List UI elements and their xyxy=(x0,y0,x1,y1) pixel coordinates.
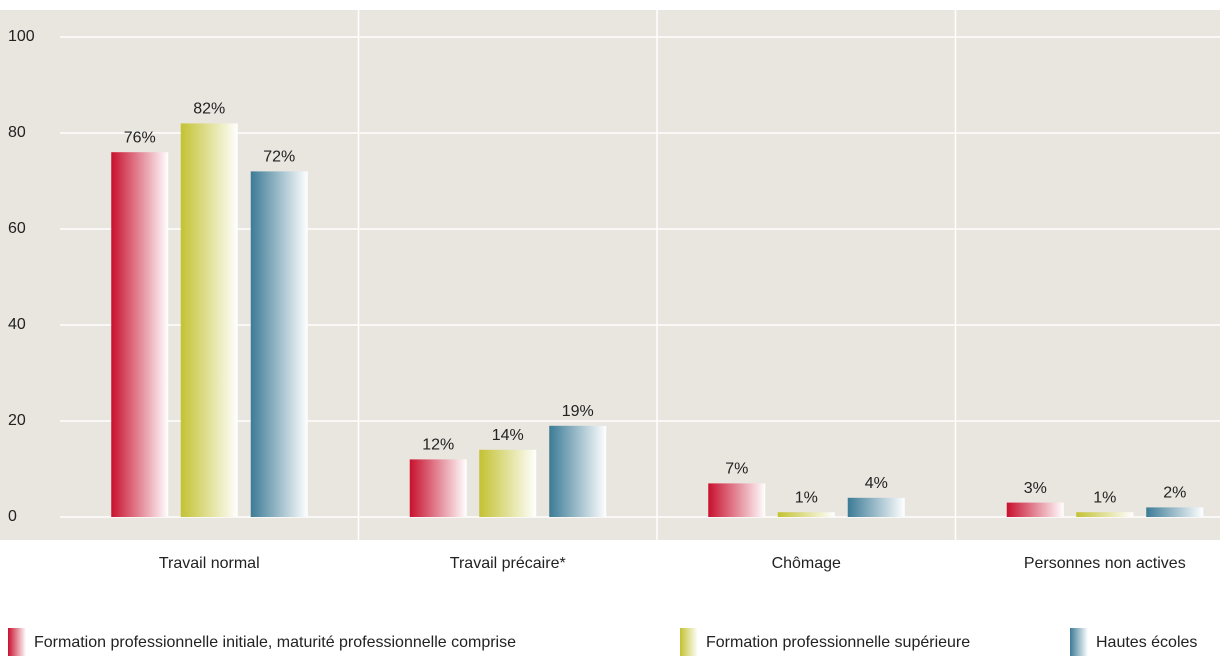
value-label: 72% xyxy=(263,149,295,166)
legend-label: Formation professionnelle initiale, matu… xyxy=(34,634,516,651)
value-label: 82% xyxy=(193,101,225,118)
value-label: 1% xyxy=(1093,489,1116,506)
legend-swatch xyxy=(8,628,26,656)
x-tick-label: Travail normal xyxy=(159,555,260,572)
bar xyxy=(847,497,905,517)
value-label: 3% xyxy=(1024,480,1047,497)
value-label: 2% xyxy=(1163,485,1186,502)
legend-label: Hautes écoles xyxy=(1096,634,1197,651)
y-tick-label: 20 xyxy=(8,412,26,429)
x-tick-label: Travail précaire* xyxy=(450,555,566,572)
y-tick-label: 0 xyxy=(8,508,17,525)
legend-swatch xyxy=(680,628,698,656)
value-label: 14% xyxy=(492,427,524,444)
bar xyxy=(250,171,308,517)
y-tick-label: 40 xyxy=(8,316,26,333)
value-label: 1% xyxy=(795,489,818,506)
value-label: 4% xyxy=(865,475,888,492)
bar xyxy=(549,425,607,517)
bar xyxy=(708,483,766,517)
legend-label: Formation professionnelle supérieure xyxy=(706,634,970,651)
y-tick-label: 100 xyxy=(8,28,35,45)
x-tick-label: Chômage xyxy=(772,555,841,572)
bar xyxy=(1006,502,1064,517)
bar xyxy=(479,449,537,517)
value-label: 19% xyxy=(562,403,594,420)
x-tick-label: Personnes non actives xyxy=(1024,555,1186,572)
value-label: 7% xyxy=(725,461,748,478)
bar xyxy=(777,512,835,517)
y-tick-label: 80 xyxy=(8,124,26,141)
bar xyxy=(180,123,238,518)
bar xyxy=(409,459,467,517)
bar xyxy=(111,152,169,517)
bar xyxy=(1076,512,1134,517)
value-label: 12% xyxy=(422,437,454,454)
legend-swatch xyxy=(1070,628,1088,656)
bar xyxy=(1146,507,1204,517)
value-label: 76% xyxy=(124,129,156,146)
y-tick-label: 60 xyxy=(8,220,26,237)
